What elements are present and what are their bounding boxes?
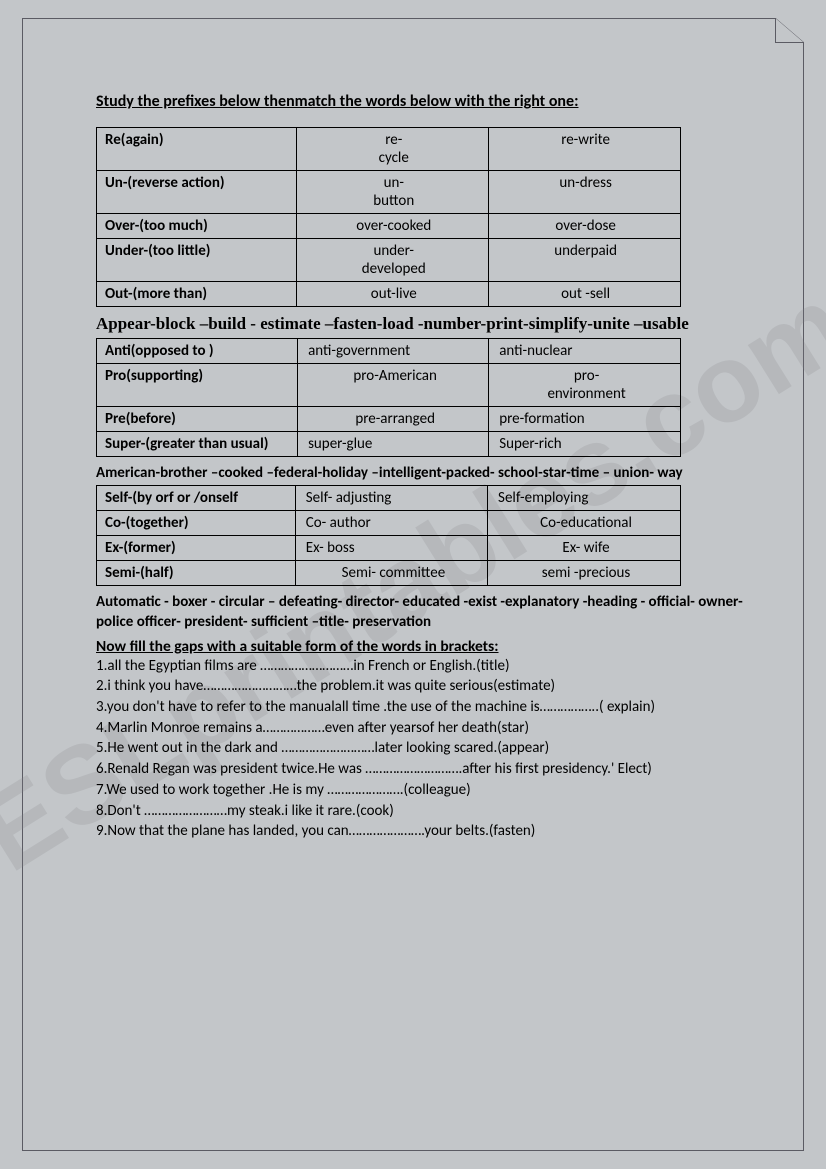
cell: underpaid xyxy=(489,239,681,282)
cell: over-dose xyxy=(489,214,681,239)
cell: pro-environment xyxy=(489,363,681,406)
table-row: Semi-(half)Semi- committeesemi -precious xyxy=(97,561,681,586)
cell: Self-(by orf or /onself xyxy=(97,486,296,511)
fill-line: 4.Marlin Monroe remains a………………even afte… xyxy=(96,718,744,739)
cell: Self-employing xyxy=(488,486,681,511)
content: Study the prefixes below thenmatch the w… xyxy=(22,30,804,882)
table-row: Ex-(former)Ex- bossEx- wife xyxy=(97,536,681,561)
cell: Un-(reverse action) xyxy=(97,171,297,214)
table-row: Anti(opposed to )anti-governmentanti-nuc… xyxy=(97,338,681,363)
cell: Ex-(former) xyxy=(97,536,296,561)
cell: Super-(greater than usual) xyxy=(97,431,298,456)
table-row: Out-(more than)out-liveout -sell xyxy=(97,282,681,307)
cell: semi -precious xyxy=(488,561,681,586)
cell: Co-(together) xyxy=(97,511,296,536)
prefix-table-1: Re(again)re-cyclere-write Un-(reverse ac… xyxy=(96,127,681,307)
fill-line: 3.you don't have to refer to the manuala… xyxy=(96,697,744,718)
cell: pre-formation xyxy=(489,406,681,431)
fill-line: 8.Don't ……………………my steak.i like it rare.… xyxy=(96,801,744,822)
cell: Semi-(half) xyxy=(97,561,296,586)
cell: un-dress xyxy=(489,171,681,214)
table-row: Pro(supporting)pro-Americanpro-environme… xyxy=(97,363,681,406)
fill-line: 2.i think you have………………………the problem.i… xyxy=(96,676,744,697)
main-heading: Study the prefixes below thenmatch the w… xyxy=(96,92,744,111)
table-row: Pre(before)pre-arrangedpre-formation xyxy=(97,406,681,431)
table-row: Super-(greater than usual)super-glueSupe… xyxy=(97,431,681,456)
cell: Pre(before) xyxy=(97,406,298,431)
cell: Under-(too little) xyxy=(97,239,297,282)
cell: under-developed xyxy=(297,239,489,282)
fill-line: 9.Now that the plane has landed, you can… xyxy=(96,821,744,842)
cell: out -sell xyxy=(489,282,681,307)
cell: re-write xyxy=(489,128,681,171)
fill-heading: Now fill the gaps with a suitable form o… xyxy=(96,637,744,656)
fill-line: 5.He went out in the dark and ………………………l… xyxy=(96,738,744,759)
page: ESLprintables.com Study the prefixes bel… xyxy=(0,0,826,1169)
table-row: Re(again)re-cyclere-write xyxy=(97,128,681,171)
cell: Super-rich xyxy=(489,431,681,456)
cell: over-cooked xyxy=(297,214,489,239)
cell: pro-American xyxy=(298,363,489,406)
cell: Semi- committee xyxy=(295,561,487,586)
fill-line: 1.all the Egyptian films are ………………………in… xyxy=(96,656,744,677)
cell: Co-educational xyxy=(488,511,681,536)
cell: anti-government xyxy=(298,338,489,363)
cell: Co- author xyxy=(295,511,487,536)
wordlist-3: Automatic - boxer - circular – defeating… xyxy=(96,592,744,633)
prefix-table-3: Self-(by orf or /onselfSelf- adjustingSe… xyxy=(96,485,681,586)
prefix-table-2: Anti(opposed to )anti-governmentanti-nuc… xyxy=(96,338,681,457)
cell: Self- adjusting xyxy=(295,486,487,511)
cell: Pro(supporting) xyxy=(97,363,298,406)
table-row: Un-(reverse action)un-buttonun-dress xyxy=(97,171,681,214)
cell: Out-(more than) xyxy=(97,282,297,307)
cell: super-glue xyxy=(298,431,489,456)
cell: Anti(opposed to ) xyxy=(97,338,298,363)
cell: Over-(too much) xyxy=(97,214,297,239)
cell: anti-nuclear xyxy=(489,338,681,363)
table-row: Under-(too little)under-developedunderpa… xyxy=(97,239,681,282)
fill-line: 7.We used to work together .He is my ………… xyxy=(96,780,744,801)
cell: Ex- wife xyxy=(488,536,681,561)
cell: un-button xyxy=(297,171,489,214)
wordlist-1: Appear-block –build - estimate –fasten-l… xyxy=(96,313,744,336)
cell: Ex- boss xyxy=(295,536,487,561)
cell: pre-arranged xyxy=(298,406,489,431)
wordlist-2: American-brother –cooked –federal-holida… xyxy=(96,463,744,483)
table-row: Over-(too much)over-cookedover-dose xyxy=(97,214,681,239)
fill-line: 6.Renald Regan was president twice.He wa… xyxy=(96,759,744,780)
table-row: Self-(by orf or /onselfSelf- adjustingSe… xyxy=(97,486,681,511)
cell: re-cycle xyxy=(297,128,489,171)
cell: out-live xyxy=(297,282,489,307)
table-row: Co-(together)Co- authorCo-educational xyxy=(97,511,681,536)
cell: Re(again) xyxy=(97,128,297,171)
